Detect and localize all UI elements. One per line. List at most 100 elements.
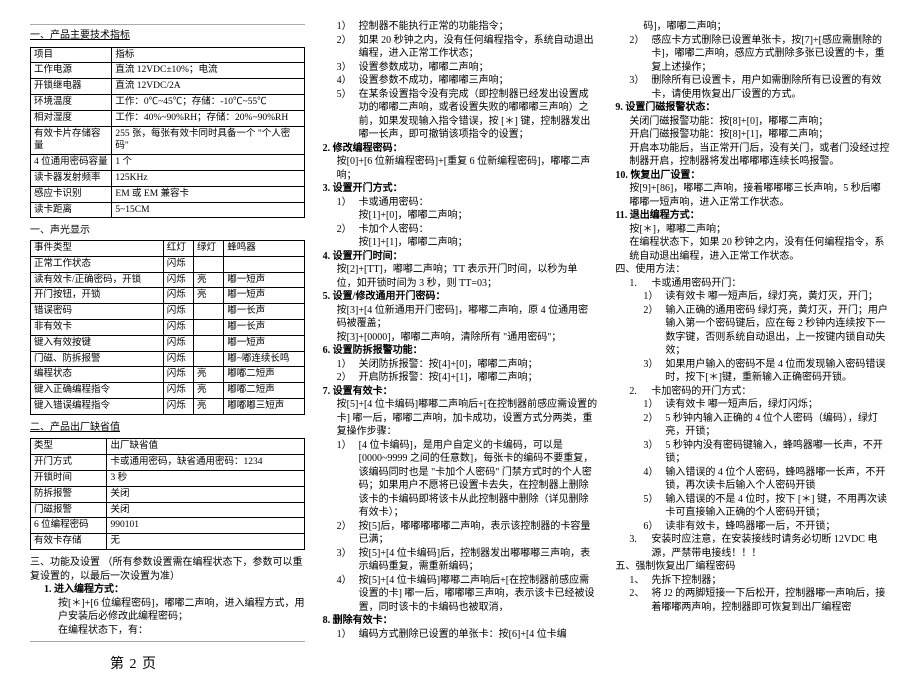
table-cell: 嘟一长声 [224,320,304,336]
table-cell: 嘟一长声 [224,304,304,320]
default-table: 类型出厂缺省值 开门方式卡或通用密码，缺省通用密码：1234开锁时间3 秒防拆报… [30,438,305,550]
s9-l1: 关闭门磁报警功能：按[8]+[0]，嘟嘟二声响； [629,115,890,129]
page-columns: 一、产品主要技术指标 项目指标工作电源直流 12VDC±10%；电流开锁继电器直… [30,20,890,675]
list-item: 3）如果用户输入的密码不是 4 位而发现输入密码错误时，按下[＊]键，重新输入正… [643,358,890,385]
table-cell: 读卡器发射频率 [31,171,112,187]
s7-i4: 4）按[5]+[4 位卡编码]嘟嘟二声响后+[在控制器前感应需设置的卡] 嘟一后… [337,574,598,615]
s3-title: 3. 设置开门方式： [323,182,598,196]
s7-intro: 按[5]+[4 位卡编码]嘟嘟二声响后+[在控制器前感应需设置的卡] 嘟一后，嘟… [337,398,598,439]
section-title-func: 三、功能及设置 （所有参数设置需在编程状态下，参数可以重复设置的，以最后一次设置… [30,556,305,583]
section-title-soundlight: 一、声光显示 [30,224,305,238]
table-cell: 990101 [107,518,304,534]
table-cell: 闪烁 [163,383,193,399]
table-cell: 闪烁 [163,304,193,320]
table-cell: 有效卡存储 [31,534,107,550]
s4-title: 4. 设置开门时间： [323,250,598,264]
s4-body: 按[2]+[TT]，嘟嘟二声响；TT 表示开门时间，以秒为单位，如开锁时间为 3… [337,263,598,290]
table-header: 红灯 [163,240,193,256]
list-item: 3）设置参数成功，嘟嘟二声响； [337,61,598,75]
u1-title: 1.卡或通用密码开门： [629,277,890,291]
c3-top3: 3）删除所有已设置卡，用户如需删除所有已设置的有效卡，请使用恢复出厂设置的方式。 [629,74,890,101]
table-cell: 亮 [193,367,223,383]
table-cell: 卡或通用密码，缺省通用密码：1234 [107,455,304,471]
table-cell: 正常工作状态 [31,256,164,272]
c3-top1: 码]，嘟嘟二声响； [643,20,890,34]
table-cell: 亮 [193,272,223,288]
table-cell: 防拆报警 [31,486,107,502]
table-header: 蜂鸣器 [224,240,304,256]
s2-title: 2. 修改编程密码： [323,142,598,156]
list-item: 6）读非有效卡，蜂鸣器嘟一后，不开锁； [643,520,890,534]
table-cell: 闪烁 [163,351,193,367]
table-header: 类型 [31,439,107,455]
r1: 1、先拆下控制器； [629,574,890,588]
table-header: 事件类型 [31,240,164,256]
table-cell: 5~15CM [112,202,304,218]
u3: 3.安装时应注意，在安装接线时请务必切断 12VDC 电源，严禁带电接线！！！ [629,533,890,560]
s8-i1: 1）编码方式删除已设置的单张卡：按[6]+[4 位卡编 [337,628,598,642]
section-title-spec: 一、产品主要技术指标 [30,29,305,43]
table-cell: 闪烁 [163,288,193,304]
list-item: 3）5 秒钟内没有密码键输入，蜂鸣器嘟一长声，不开锁； [643,439,890,466]
table-cell: 读卡距离 [31,202,112,218]
table-cell [193,351,223,367]
list-item: 5）输入错误的不是 4 位时，按下 [＊] 键，不用再次读卡可直接输入正确的个人… [643,493,890,520]
list-item: 1）读有效卡 嘟一短声后，绿灯闪烁； [643,398,890,412]
s11-title: 11. 退出编程方式： [615,209,890,223]
column-1: 一、产品主要技术指标 项目指标工作电源直流 12VDC±10%；电流开锁继电器直… [30,20,305,675]
table-cell: 相对湿度 [31,110,112,126]
table-cell: 环境温度 [31,94,112,110]
s11-l2: 在编程状态下，如果 20 秒钟之内，没有任何编程指令，系统自动退出编程，进入正常… [629,236,890,263]
table-cell: 开门按钮，开锁 [31,288,164,304]
list-item: 按[1]+[1]，嘟嘟二声响； [337,236,598,250]
table-cell [193,320,223,336]
s2-body: 按[0]+[6 位新编程密码]+[重复 6 位新编程密码]，嘟嘟二声响； [337,155,598,182]
list-item: 1）关闭防拆报警：按[4]+[0]，嘟嘟二声响； [337,358,598,372]
section-title-defaults: 二、产品出厂缺省值 [30,421,305,435]
table-cell: 闪烁 [163,256,193,272]
item-enter-prog-title: 1. 进入编程方式： [44,583,305,597]
column-2: 1）控制器不能执行正常的功能指令；2）如果 20 秒钟之内，没有任何编程指令，系… [323,20,598,675]
table-cell: 3 秒 [107,471,304,487]
s10-body: 按[9]+[86]，嘟嘟二声响，接着嘟嘟嘟三长声响，5 秒后嘟嘟嘟一短声响，进入… [629,182,890,209]
table-cell: 闪烁 [163,399,193,415]
usage-title: 四、使用方法： [615,263,890,277]
table-cell: 工作电源 [31,63,112,79]
table-cell: 键入错误编程指令 [31,399,164,415]
table-cell: 255 张，每张有效卡同时具备一个 "个人密码" [112,126,304,155]
table-cell: 指标 [112,47,304,63]
table-cell: 4 位通用密码容量 [31,155,112,171]
item-enter-prog-l2: 在编程状态下，有： [58,624,305,638]
list-item: 按[1]+[0]，嘟嘟二声响； [337,209,598,223]
table-cell: 亮 [193,288,223,304]
table-cell: 门磁报警 [31,502,107,518]
s6-title: 6. 设置防拆报警功能： [323,344,598,358]
table-cell: 闪烁 [163,335,193,351]
table-cell: 亮 [193,399,223,415]
list-item: 5）在某条设置指令没有完成（即控制器已经发出设置成功的嘟嘟二声响，或者设置失败的… [337,88,598,142]
list-item: 2）5 秒钟内输入正确的 4 位个人密码（编码），绿灯亮，开锁； [643,412,890,439]
table-cell: 读有效卡/正确密码，开锁 [31,272,164,288]
table-cell: 闪烁 [163,320,193,336]
table-cell: 开门方式 [31,455,107,471]
s11-l1: 按[＊]，嘟嘟二声响； [629,223,890,237]
table-cell: 键入有效按键 [31,335,164,351]
table-cell [193,335,223,351]
s7-i2: 2）按[5]后，嘟嘟嘟嘟嘟二声响，表示该控制器的卡容量已满； [337,520,598,547]
table-cell: 无 [107,534,304,550]
s8-title: 8. 删除有效卡： [323,614,598,628]
c3-top2: 2）感应卡方式删除已设置单张卡，按[7]+[感应需删除的卡]，嘟嘟二声响，感应方… [629,34,890,75]
table-cell: 嘟一短声 [224,288,304,304]
list-item: 1）卡或通用密码： [337,196,598,210]
table-cell: 开锁时间 [31,471,107,487]
r2: 2、将 J2 的两脚短接一下后松开，控制器嘟一声响后，接着嘟嘟两声响，控制器即可… [629,587,890,614]
list-item: 2）如果 20 秒钟之内，没有任何编程指令，系统自动退出编程，进入正常工作状态； [337,34,598,61]
s5-l1: 按[3]+[4 位新通用开门密码]，嘟嘟二声响，原 4 位通用密码被覆盖； [337,304,598,331]
table-cell: 关闭 [107,502,304,518]
list-item: 1）读有效卡 嘟一短声后，绿灯亮，黄灯灭，开门； [643,290,890,304]
table-cell: 项目 [31,47,112,63]
table-cell: 6 位编程密码 [31,518,107,534]
reset-title: 五、强制恢复出厂编程密码 [615,560,890,574]
table-cell: 开锁继电器 [31,79,112,95]
s10-title: 10. 恢复出厂设置： [615,169,890,183]
